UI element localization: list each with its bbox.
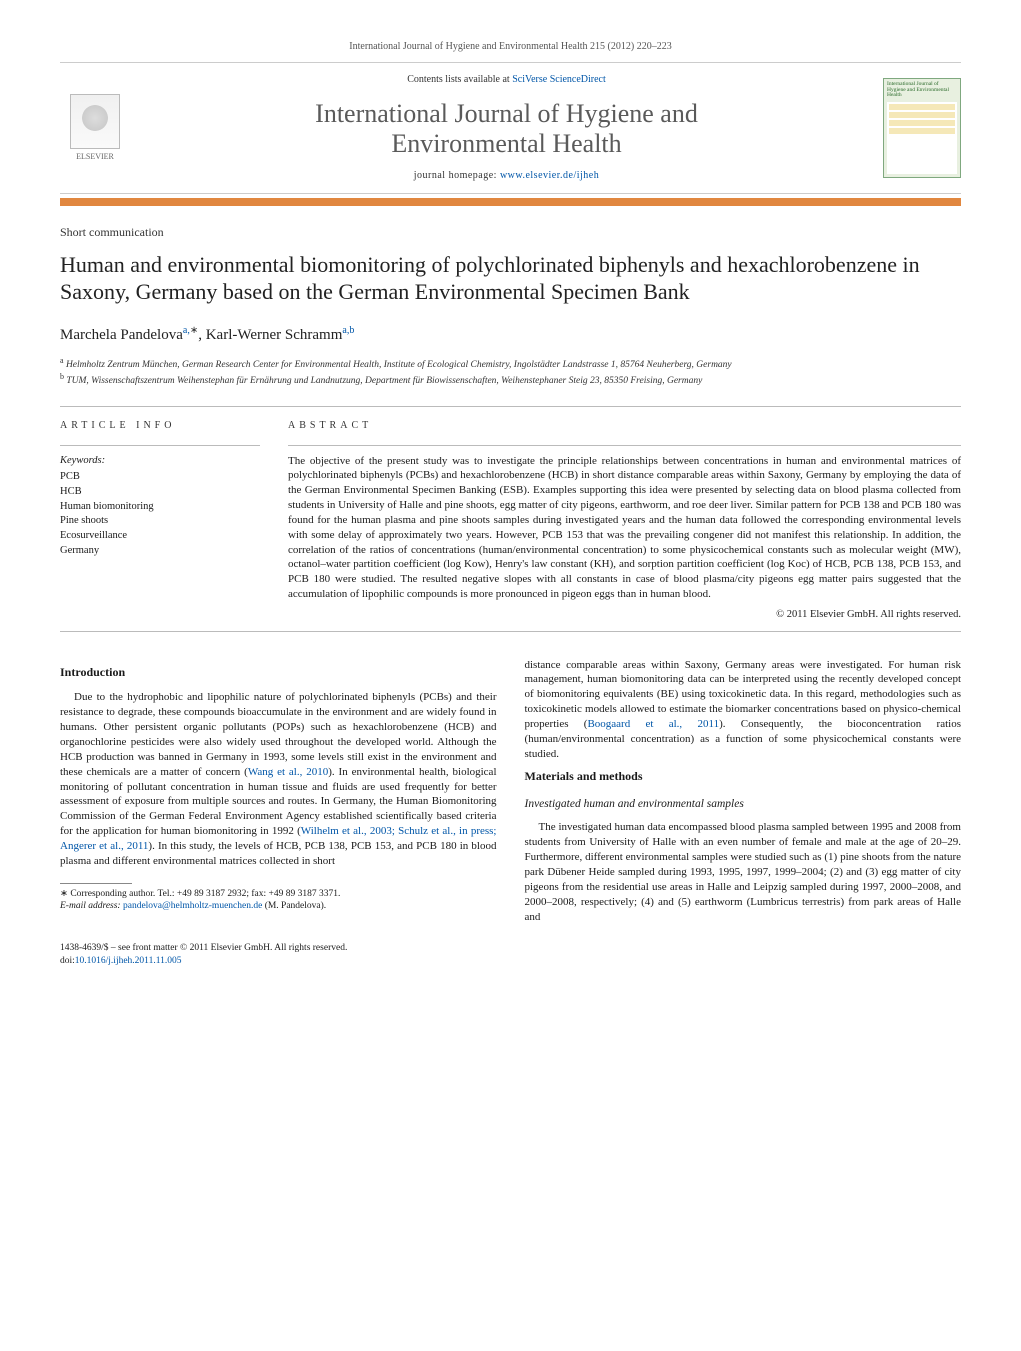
abstract-text: The objective of the present study was t… (288, 454, 961, 602)
homepage-prefix: journal homepage: (414, 170, 500, 181)
abstract-heading: abstract (288, 419, 961, 433)
contents-prefix: Contents lists available at (407, 74, 512, 85)
mm-paragraph-1: The investigated human data encompassed … (525, 820, 962, 924)
keywords-label: Keywords: (60, 454, 260, 469)
elsevier-logo: ELSEVIER (60, 88, 130, 168)
introduction-heading: Introduction (60, 664, 497, 681)
orange-divider-bar (60, 198, 961, 206)
corresponding-email-link[interactable]: pandelova@helmholtz-muenchen.de (123, 901, 262, 911)
journal-name-line2: Environmental Health (391, 129, 621, 158)
article-info-heading: article info (60, 419, 260, 433)
keywords-list: PCB HCB Human biomonitoring Pine shoots … (60, 470, 260, 558)
running-head: International Journal of Hygiene and Env… (60, 40, 961, 54)
affiliation-b: b TUM, Wissenschaftszentrum Weihenstepha… (60, 372, 961, 388)
affiliations: a Helmholtz Zentrum München, German Rese… (60, 356, 961, 388)
authors: Marchela Pandelovaa,∗, Karl-Werner Schra… (60, 324, 961, 346)
keyword: Human biomonitoring (60, 500, 260, 515)
body-two-column: Introduction Due to the hydrophobic and … (60, 658, 961, 925)
homepage-link[interactable]: www.elsevier.de/ijheh (500, 170, 599, 181)
divider-bottom (60, 631, 961, 632)
sciencedirect-link[interactable]: SciVerse ScienceDirect (512, 74, 606, 85)
divider-top (60, 406, 961, 407)
abstract-copyright: © 2011 Elsevier GmbH. All rights reserve… (288, 608, 961, 623)
keyword: Ecosurveillance (60, 529, 260, 544)
journal-name: International Journal of Hygiene and Env… (142, 99, 871, 159)
email-label: E-mail address: (60, 901, 123, 911)
journal-cover-thumb: International Journal of Hygiene and Env… (883, 78, 961, 178)
affiliation-a: a Helmholtz Zentrum München, German Rese… (60, 356, 961, 372)
author-1-affil-sup: a, (183, 325, 190, 336)
cover-thumb-title: International Journal of Hygiene and Env… (887, 82, 957, 99)
corresponding-star-icon: ∗ (190, 325, 198, 336)
article-type: Short communication (60, 224, 961, 241)
journal-name-line1: International Journal of Hygiene and (315, 99, 698, 128)
corresponding-author-footnote: ∗ Corresponding author. Tel.: +49 89 318… (60, 883, 497, 913)
article-title: Human and environmental biomonitoring of… (60, 251, 961, 306)
keyword: Pine shoots (60, 514, 260, 529)
email-suffix: (M. Pandelova). (262, 901, 326, 911)
article-info-column: article info Keywords: PCB HCB Human bio… (60, 419, 260, 623)
cite-boogaard-2011[interactable]: Boogaard et al., 2011 (587, 718, 719, 730)
corresponding-author-line: ∗ Corresponding author. Tel.: +49 89 318… (60, 888, 497, 900)
journal-homepage-line: journal homepage: www.elsevier.de/ijheh (142, 169, 871, 183)
doi-line: doi:10.1016/j.ijheh.2011.11.005 (60, 955, 961, 967)
email-line: E-mail address: pandelova@helmholtz-muen… (60, 900, 497, 912)
cover-thumb-body (887, 102, 957, 174)
journal-banner: ELSEVIER Contents lists available at Sci… (60, 62, 961, 194)
author-2: , Karl-Werner Schramm (198, 327, 342, 343)
banner-center: Contents lists available at SciVerse Sci… (142, 73, 871, 183)
footnote-divider (60, 883, 132, 884)
info-abstract-row: article info Keywords: PCB HCB Human bio… (60, 419, 961, 623)
keyword: Germany (60, 544, 260, 559)
cite-wang-2010[interactable]: Wang et al., 2010 (248, 766, 328, 778)
intro-paragraph-1: Due to the hydrophobic and lipophilic na… (60, 690, 497, 868)
doi-link[interactable]: 10.1016/j.ijheh.2011.11.005 (75, 956, 182, 966)
intro-paragraph-2: distance comparable areas within Saxony,… (525, 658, 962, 762)
keyword: PCB (60, 470, 260, 485)
elsevier-label: ELSEVIER (76, 151, 114, 162)
contents-available-line: Contents lists available at SciVerse Sci… (142, 73, 871, 87)
info-divider (60, 445, 260, 446)
author-2-affil-sup: a,b (342, 325, 354, 336)
keyword: HCB (60, 485, 260, 500)
elsevier-tree-icon (70, 94, 120, 149)
doi-prefix: doi: (60, 956, 75, 966)
investigated-samples-subheading: Investigated human and environmental sam… (525, 796, 962, 812)
author-1: Marchela Pandelova (60, 327, 183, 343)
issn-copyright-line: 1438-4639/$ – see front matter © 2011 El… (60, 942, 961, 954)
abstract-column: abstract The objective of the present st… (288, 419, 961, 623)
materials-methods-heading: Materials and methods (525, 768, 962, 785)
abstract-divider (288, 445, 961, 446)
bottom-meta: 1438-4639/$ – see front matter © 2011 El… (60, 942, 961, 967)
